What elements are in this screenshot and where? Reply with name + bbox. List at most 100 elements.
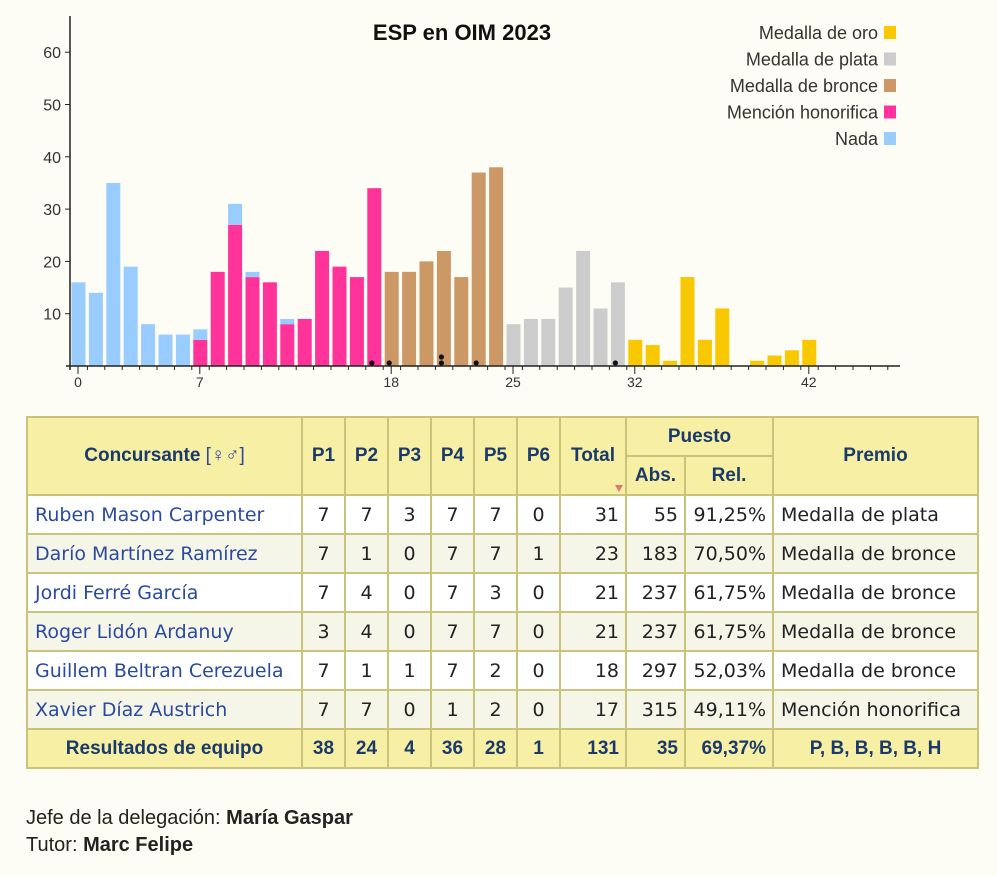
tutor-label: Tutor:: [26, 834, 78, 856]
contestant-markers: [369, 354, 619, 366]
table-row: Xavier Díaz Austrich 7 7 0 1 2 0 17 315 49,11% Men…: [26, 689, 979, 730]
rank-rel-cell: 91,25%: [684, 494, 774, 535]
bar-24-medalla-de-bronce: [489, 167, 504, 366]
bar-7-mención-honorifica: [193, 339, 208, 366]
bar-29-medalla-de-plata: [576, 250, 591, 366]
col-p6[interactable]: P6: [516, 416, 561, 496]
gender-header[interactable]: [♀♂]: [205, 445, 245, 466]
y-tick-label: 30: [43, 202, 61, 219]
col-p1[interactable]: P1: [301, 416, 346, 496]
contestant-name-link[interactable]: Ruben Mason Carpenter: [26, 494, 303, 535]
contestant-name-link[interactable]: Darío Martínez Ramírez: [26, 533, 303, 574]
team-score-cell: 36: [430, 728, 475, 769]
contestant-name-link[interactable]: Guillem Beltran Cerezuela: [26, 650, 303, 691]
rank-rel-cell: 61,75%: [684, 611, 774, 652]
col-award[interactable]: Premio: [772, 416, 979, 496]
x-tick-label: 42: [801, 374, 817, 390]
score-cell: 7: [301, 650, 346, 691]
sort-desc-icon[interactable]: [615, 485, 623, 492]
legend-swatch: [884, 52, 896, 66]
x-tick-label: 18: [383, 374, 399, 390]
col-rank-rel[interactable]: Rel.: [684, 455, 774, 496]
score-cell: 0: [387, 533, 432, 574]
legend-label: Medalla de bronce: [730, 76, 878, 96]
bar-11-mención-honorifica: [262, 282, 277, 366]
table-row: Roger Lidón Ardanuy 3 4 0 7 7 0 21 237 61,75% Meda…: [26, 611, 979, 652]
score-cell: 3: [473, 572, 518, 613]
col-p3[interactable]: P3: [387, 416, 432, 496]
rank-rel-cell: 61,75%: [684, 572, 774, 613]
legend-label: Medalla de oro: [759, 23, 878, 43]
score-cell: 0: [516, 572, 561, 613]
x-tick-label: 32: [627, 374, 643, 390]
table-row: Darío Martínez Ramírez 7 1 0 7 7 1 23 183 70,50% M…: [26, 533, 979, 574]
table-row: Jordi Ferré García 7 4 0 7 3 0 21 237 61,75% Medal…: [26, 572, 979, 613]
contestant-marker: [438, 354, 444, 360]
col-rank-abs[interactable]: Abs.: [625, 455, 686, 496]
col-total[interactable]: Total: [559, 416, 627, 496]
chart-title: ESP en OIM 2023: [373, 20, 551, 45]
score-cell: 7: [344, 494, 389, 535]
rank-abs-cell: 315: [625, 689, 686, 730]
contestant-marker: [612, 360, 619, 366]
contestant-header: Concursante: [84, 445, 201, 466]
chart-bars: [71, 167, 817, 366]
bar-0-nada: [71, 282, 86, 366]
legend-swatch: [884, 79, 896, 92]
contestant-marker: [473, 360, 479, 366]
col-p5[interactable]: P5: [473, 416, 518, 496]
x-tick-label: 25: [505, 374, 521, 390]
col-p2[interactable]: P2: [344, 416, 389, 496]
contestant-marker: [438, 360, 444, 366]
y-tick-label: 40: [43, 150, 61, 167]
col-rank: Puesto: [625, 416, 774, 457]
bar-34-medalla-de-oro: [663, 360, 678, 366]
bar-27-medalla-de-plata: [541, 318, 556, 366]
bar-26-medalla-de-plata: [523, 318, 538, 366]
legend-label: Medalla de plata: [746, 50, 879, 70]
contestant-name-link[interactable]: Jordi Ferré García: [26, 572, 303, 613]
x-tick-label: 7: [196, 374, 204, 390]
bar-13-mención-honorifica: [297, 318, 312, 366]
col-contestant[interactable]: Concursante [♀♂]: [26, 416, 303, 496]
bar-5-nada: [158, 334, 173, 366]
tutor-name: Marc Felipe: [83, 834, 194, 856]
bar-9-mención-honorifica: [228, 224, 243, 366]
award-cell: Medalla de bronce: [772, 533, 979, 574]
bar-10-mención-honorifica: [245, 277, 260, 366]
score-cell: 0: [387, 689, 432, 730]
bar-41-medalla-de-oro: [784, 350, 799, 366]
contestant-name-link[interactable]: Roger Lidón Ardanuy: [26, 611, 303, 652]
y-tick-label: 20: [43, 254, 61, 271]
leader-line: Jefe de la delegación: María Gaspar: [26, 805, 353, 832]
rank-rel-cell: 70,50%: [684, 533, 774, 574]
chart-axes: 10 20 30 40 50 60 0 7 18 25 32 42: [43, 16, 900, 390]
score-cell: 0: [387, 611, 432, 652]
contestant-marker: [386, 360, 392, 366]
y-tick-label: 50: [43, 98, 61, 115]
y-tick-label: 60: [43, 45, 61, 62]
score-cell: 7: [430, 494, 475, 535]
legend-label: Mención honorifica: [727, 103, 879, 123]
team-score-cell: 38: [301, 728, 346, 769]
bar-12-nada: [280, 318, 295, 325]
score-cell: 1: [516, 533, 561, 574]
contestant-name-link[interactable]: Xavier Díaz Austrich: [26, 689, 303, 730]
bar-4-nada: [141, 324, 156, 366]
team-score-cell: 4: [387, 728, 432, 769]
bar-15-mención-honorifica: [332, 266, 347, 366]
score-cell: 1: [344, 533, 389, 574]
team-rank-rel-cell: 69,37%: [684, 728, 774, 769]
rank-abs-cell: 237: [625, 611, 686, 652]
col-p4[interactable]: P4: [430, 416, 475, 496]
score-cell: 0: [516, 689, 561, 730]
score-cell: 1: [387, 650, 432, 691]
team-row: Resultados de equipo 38 24 4 36 28 1 131 35 69,37…: [26, 728, 979, 769]
score-cell: 0: [516, 650, 561, 691]
bar-30-medalla-de-plata: [593, 308, 608, 366]
tutor-line: Tutor: Marc Felipe: [26, 832, 353, 859]
bar-9-nada: [228, 203, 243, 225]
rank-rel-cell: 52,03%: [684, 650, 774, 691]
bar-16-mención-honorifica: [349, 277, 364, 366]
total-cell: 31: [559, 494, 627, 535]
